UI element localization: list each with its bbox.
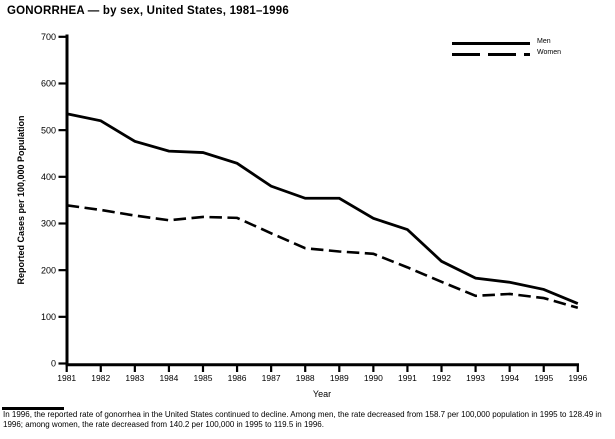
x-tick-label: 1993 — [466, 373, 485, 383]
x-tick-label: 1985 — [194, 373, 213, 383]
x-tick-label: 1989 — [330, 373, 349, 383]
x-tick-label: 1991 — [398, 373, 417, 383]
x-axis-label: Year — [312, 389, 332, 399]
x-tick-label: 1990 — [364, 373, 383, 383]
footnote-text: In 1996, the reported rate of gonorrhea … — [3, 410, 602, 429]
chart-title: GONORRHEA — by sex, United States, 1981–… — [7, 5, 289, 17]
y-tick-label: 200 — [41, 265, 56, 275]
x-tick-label: 1987 — [262, 373, 281, 383]
x-tick-label: 1994 — [500, 373, 519, 383]
y-tick-label: 700 — [41, 32, 56, 42]
y-tick-label: 300 — [41, 219, 56, 229]
x-tick-label: 1982 — [91, 373, 110, 383]
footnote-rule — [2, 407, 64, 410]
legend-label-men: Men — [537, 38, 551, 45]
x-tick-label: 1981 — [57, 373, 76, 383]
x-tick-label: 1992 — [432, 373, 451, 383]
y-tick-label: 500 — [41, 125, 56, 135]
legend-label-women: Women — [537, 49, 561, 56]
y-tick-label: 600 — [41, 79, 56, 89]
x-tick-label: 1988 — [296, 373, 315, 383]
y-axis-label: Reported Cases per 100,000 Population — [16, 115, 26, 285]
x-tick-label: 1995 — [534, 373, 553, 383]
y-tick-label: 400 — [41, 172, 56, 182]
series-line-men — [66, 112, 579, 305]
series-line-women — [66, 203, 579, 309]
y-tick-label: 0 — [51, 359, 56, 369]
x-tick-label: 1983 — [125, 373, 144, 383]
y-tick-label: 100 — [41, 312, 56, 322]
x-tick-label: 1986 — [228, 373, 247, 383]
x-tick-label: 1984 — [159, 373, 178, 383]
x-tick-label: 1996 — [568, 373, 587, 383]
